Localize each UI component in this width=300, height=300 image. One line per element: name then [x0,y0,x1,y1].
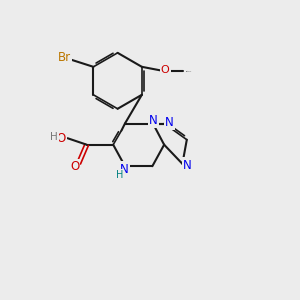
Text: N: N [120,163,129,176]
Text: O: O [56,132,66,145]
Text: N: N [183,158,192,172]
Text: H: H [50,132,58,142]
Text: Br: Br [58,51,71,64]
Text: O: O [160,65,169,75]
Text: methoxy: methoxy [186,70,193,72]
Text: N: N [165,116,174,129]
Text: N: N [149,114,158,127]
Text: H: H [116,170,123,180]
Text: O: O [70,160,79,173]
